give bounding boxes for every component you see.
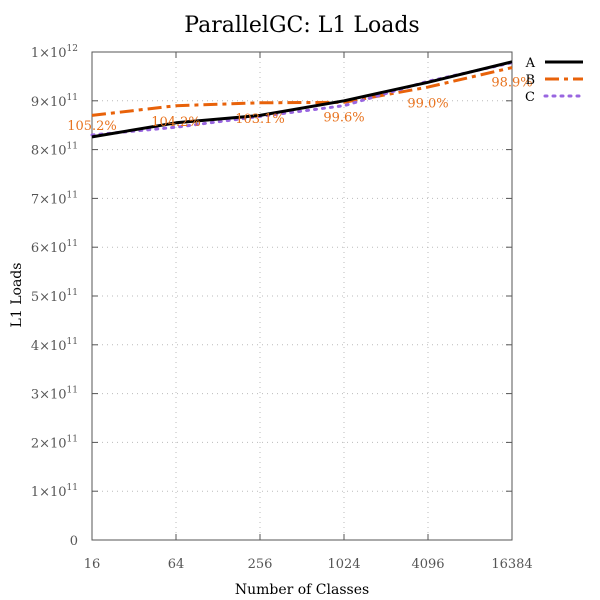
y-tick-mantissa: 2×10 xyxy=(31,436,67,451)
x-tick-label: 4096 xyxy=(411,557,444,572)
y-tick-exponent: 11 xyxy=(67,386,78,396)
y-tick-label: 2×1011 xyxy=(31,434,78,451)
y-tick-exponent: 11 xyxy=(67,483,78,493)
y-tick-mantissa: 6×10 xyxy=(31,241,67,256)
legend-label: C xyxy=(525,90,535,105)
x-tick-label: 64 xyxy=(168,557,185,572)
y-tick-label: 7×1011 xyxy=(31,190,78,207)
ratio-annotation: 105.2% xyxy=(67,119,117,134)
y-tick-mantissa: 0 xyxy=(70,534,78,549)
x-tick-label: 16 xyxy=(84,557,101,572)
x-axis-ticks: 16 64 256 1024 4096 16384 xyxy=(84,52,533,572)
legend-label: B xyxy=(525,73,535,88)
y-tick-mantissa: 1×10 xyxy=(31,485,67,500)
y-tick-mantissa: 7×10 xyxy=(31,192,67,207)
y-tick-label: 8×1011 xyxy=(31,142,78,159)
y-tick-mantissa: 1×10 xyxy=(31,46,67,61)
x-axis-label: Number of Classes xyxy=(235,582,369,598)
y-tick-exponent: 11 xyxy=(67,239,78,249)
y-tick-exponent: 11 xyxy=(67,190,78,200)
series-line-c xyxy=(90,61,514,137)
ratio-annotation: 103.1% xyxy=(235,112,285,127)
y-tick-label: 6×1011 xyxy=(31,239,78,256)
ratio-annotations: 105.2% 104.2% 103.1% 99.6% 99.0% 98.9% xyxy=(67,76,532,134)
y-tick-exponent: 11 xyxy=(67,434,78,444)
legend-label: A xyxy=(525,56,536,71)
chart-title: ParallelGC: L1 Loads xyxy=(184,13,419,38)
y-tick-mantissa: 4×10 xyxy=(31,339,67,354)
ratio-annotation: 98.9% xyxy=(491,76,532,91)
y-tick-mantissa: 5×10 xyxy=(31,290,67,305)
y-tick-exponent: 11 xyxy=(67,142,78,152)
y-tick-label: 5×1011 xyxy=(31,288,78,305)
y-axis-ticks: 01×10112×10113×10114×10115×10116×10117×1… xyxy=(31,44,512,549)
series-line-a xyxy=(91,60,513,139)
y-tick-exponent: 11 xyxy=(67,337,78,347)
x-tick-label: 16384 xyxy=(491,557,532,572)
y-tick-label: 1×1012 xyxy=(31,44,78,61)
y-tick-exponent: 12 xyxy=(67,44,78,54)
legend: ABC xyxy=(525,56,585,105)
y-tick-exponent: 11 xyxy=(67,93,78,103)
y-tick-mantissa: 9×10 xyxy=(31,95,67,110)
x-tick-label: 256 xyxy=(248,557,273,572)
ratio-annotation: 104.2% xyxy=(151,115,201,130)
y-tick-mantissa: 3×10 xyxy=(31,388,67,403)
y-axis-label: L1 Loads xyxy=(9,263,25,328)
ratio-annotation: 99.0% xyxy=(407,97,448,112)
y-tick-label: 9×1011 xyxy=(31,93,78,110)
x-tick-label: 1024 xyxy=(327,557,360,572)
y-tick-mantissa: 8×10 xyxy=(31,144,67,159)
grid-lines xyxy=(92,52,512,540)
y-tick-label: 1×1011 xyxy=(31,483,78,500)
series-lines xyxy=(90,60,514,139)
y-tick-label: 3×1011 xyxy=(31,386,78,403)
y-tick-label: 4×1011 xyxy=(31,337,78,354)
y-tick-exponent: 11 xyxy=(67,288,78,298)
ratio-annotation: 99.6% xyxy=(323,110,364,125)
y-tick-label: 0 xyxy=(70,534,78,549)
